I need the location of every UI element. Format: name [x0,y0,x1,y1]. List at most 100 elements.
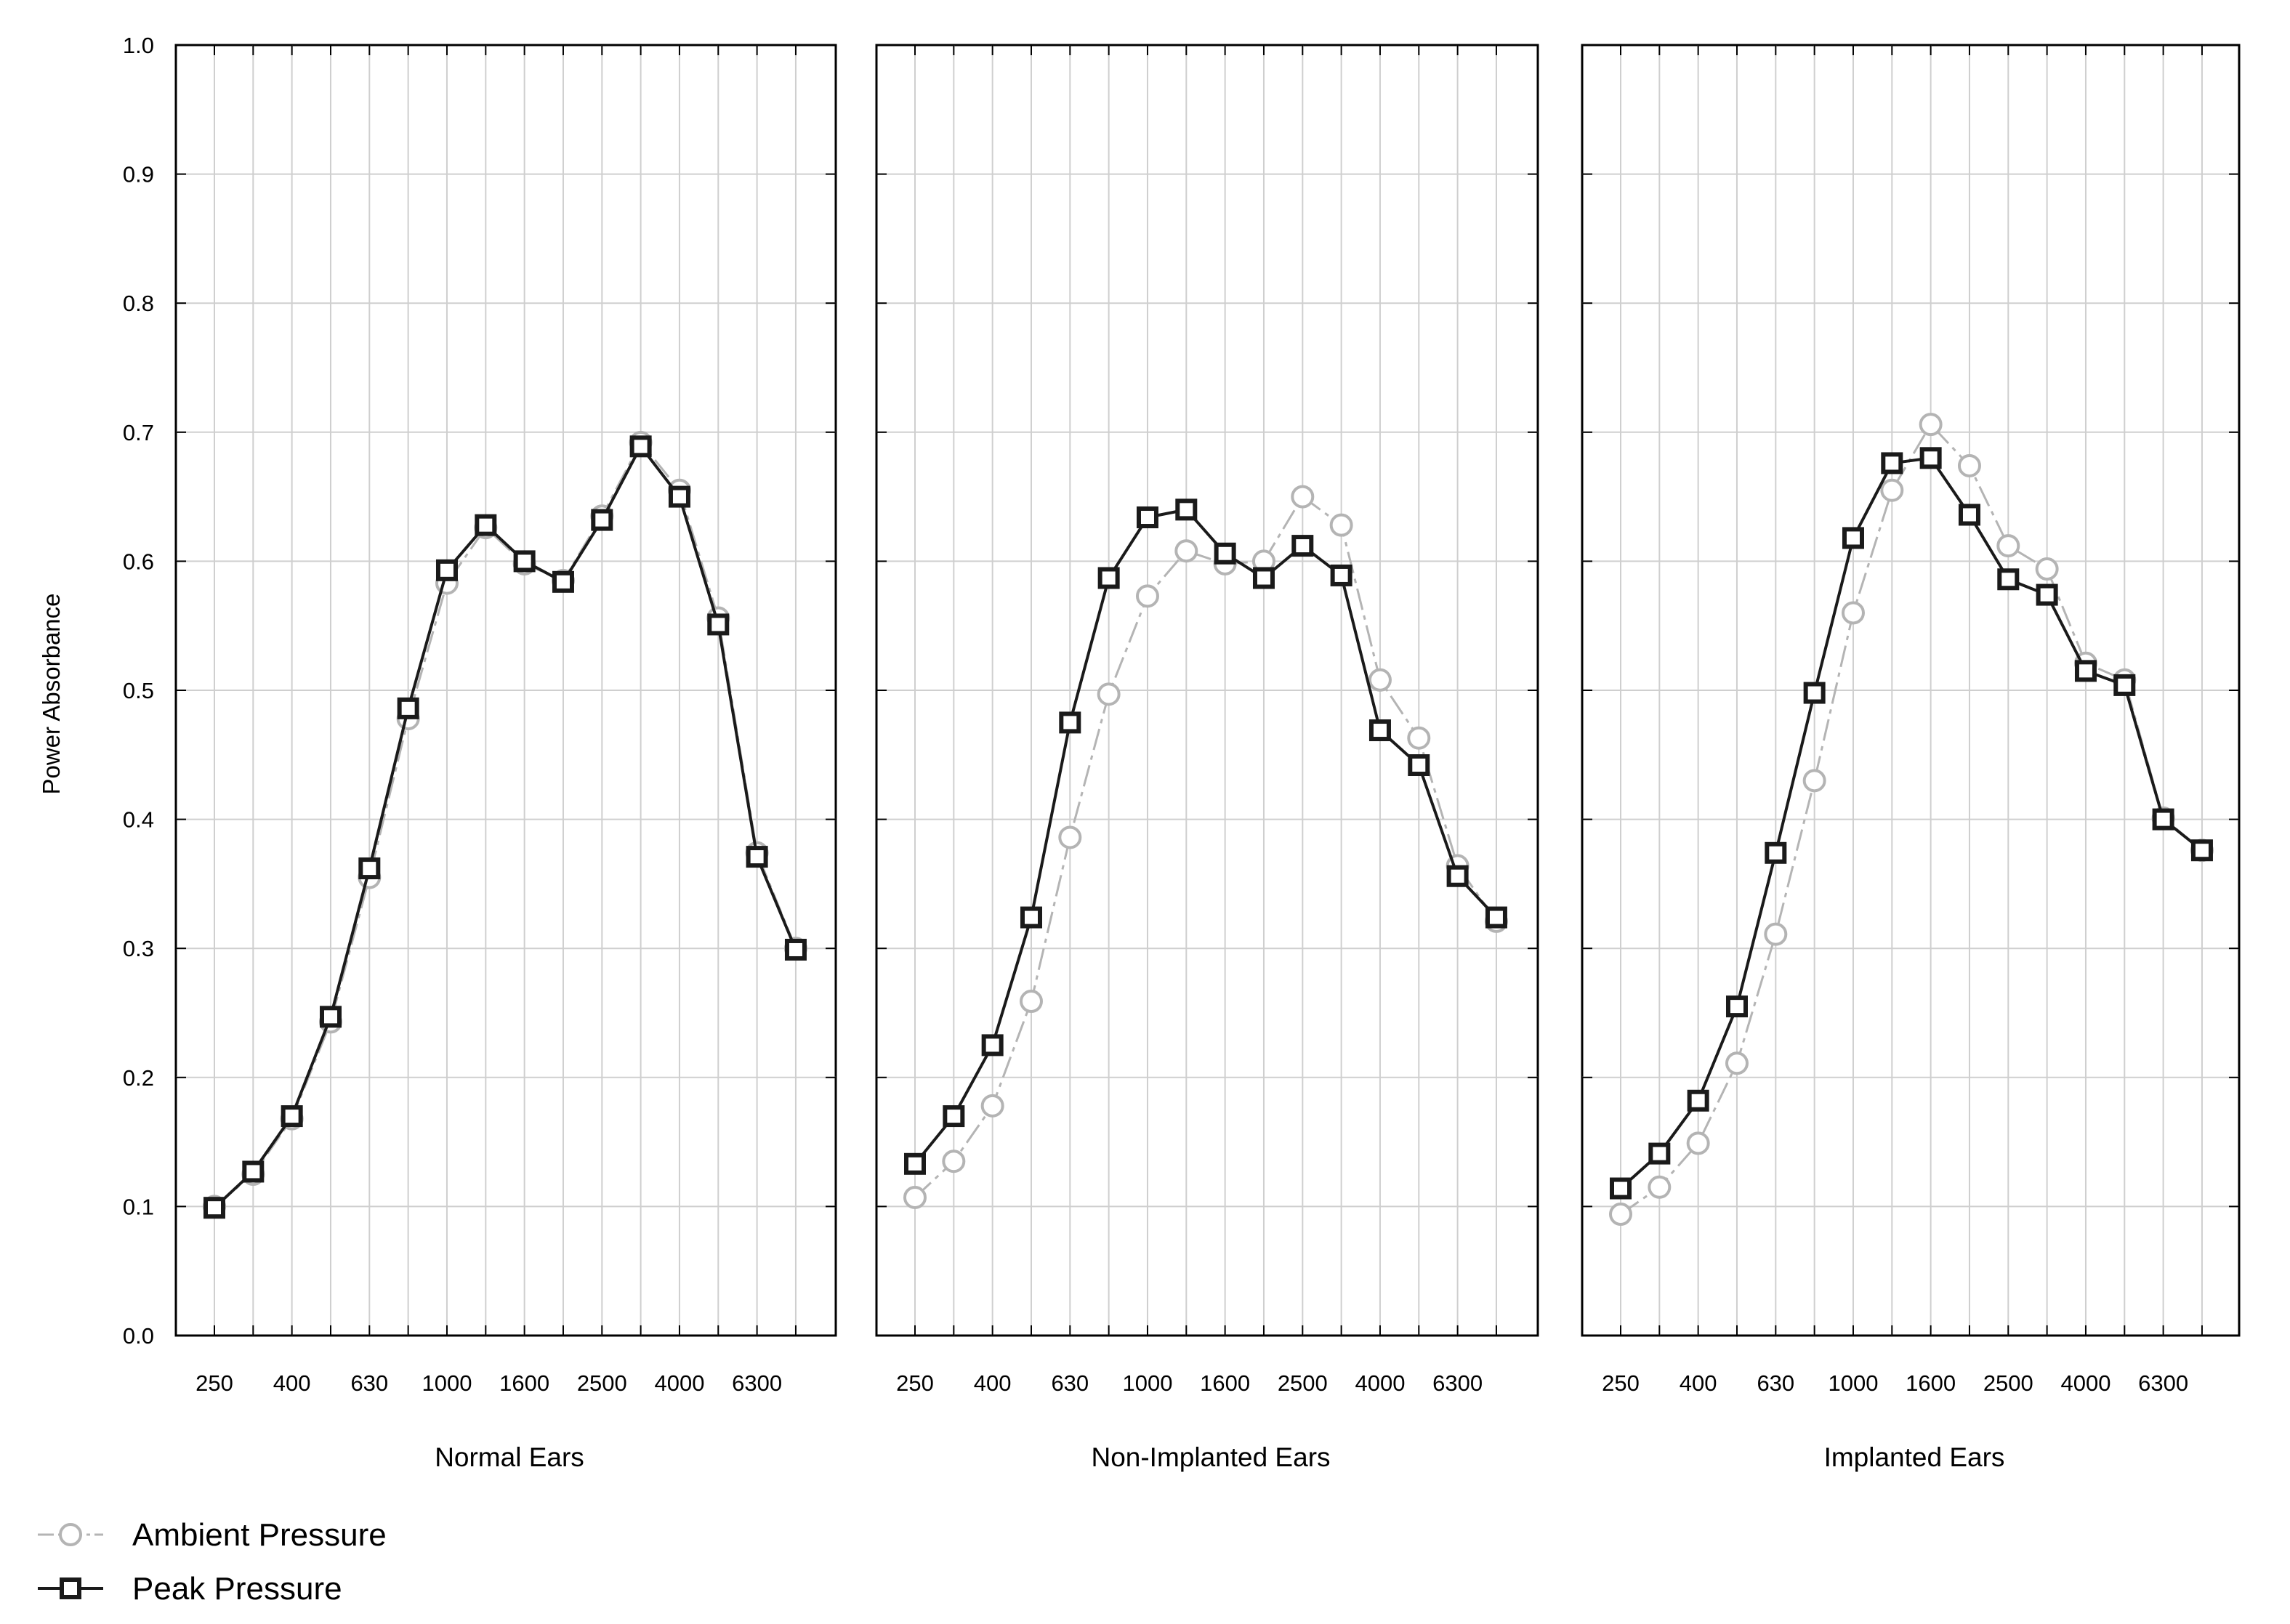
x-tick-label: 1600 [1200,1370,1250,1396]
ambient-pressure-point [1097,682,1121,706]
peak-pressure-point [943,1105,965,1128]
ambient-pressure-line [914,496,1498,1199]
x-tick-label: 2500 [577,1370,627,1396]
peak-pressure-point [1485,906,1507,929]
peak-pressure-point [1214,542,1236,565]
ambient-pressure-line [1620,423,2203,1216]
peak-pressure-point [1368,719,1391,742]
x-tick-label: 2500 [1278,1370,1328,1396]
ambient-pressure-point [1919,413,1943,437]
peak-pressure-point [904,1152,926,1175]
x-tick-label: 6300 [732,1370,782,1396]
y-axis-label: Power Absorbance [38,593,65,794]
ambient-pressure-point [2035,557,2059,581]
peak-pressure-point [1881,452,1903,474]
ambient-pressure-point [1368,668,1392,692]
peak-pressure-point [358,857,381,880]
y-tick-label: 0.7 [123,420,154,445]
y-tick-label: 0.8 [123,291,154,316]
legend-label: Peak Pressure [132,1571,342,1607]
ambient-pressure-point [1957,453,1981,477]
x-tick-label: 250 [195,1370,233,1396]
peak-pressure-point [1765,841,1787,864]
y-tick-label: 0.3 [123,936,154,961]
y-tick-label: 0.9 [123,162,154,187]
peak-pressure-line [914,508,1498,1166]
peak-pressure-point [1958,504,1980,526]
x-tick-label: 1000 [422,1370,472,1396]
x-tick-label: 2500 [1983,1370,2033,1396]
x-tick-label: 1600 [499,1370,549,1396]
peak-pressure-point [513,550,536,573]
ambient-pressure-point [1019,990,1043,1014]
ambient-pressure-point [1802,769,1826,793]
ambient-pressure-point [1135,584,1159,608]
x-tick-label: 630 [1051,1370,1089,1396]
x-axis-label: Implanted Ears [1824,1442,2005,1472]
peak-pressure-point [1059,711,1081,734]
peak-pressure-point [1252,567,1275,589]
x-tick-label: 630 [1757,1370,1794,1396]
chart-panel: 250 400 630 1000 1600 2500 4000 6300 Non-Implant… [875,44,1539,1472]
peak-pressure-point [1175,498,1198,521]
peak-pressure-point [475,514,497,536]
peak-pressure-point [552,570,574,593]
ambient-pressure-point [1291,485,1315,509]
y-tick-label: 0.2 [123,1065,154,1091]
x-tick-label: 400 [1680,1370,1717,1396]
peak-pressure-point [2113,674,2136,696]
peak-pressure-point [707,613,730,636]
peak-pressure-point [281,1105,303,1128]
peak-pressure-point [2190,839,2213,862]
y-tick-label: 1.0 [123,33,154,58]
y-tick-label: 0.4 [123,807,154,833]
legend-marker-square [60,1577,81,1599]
x-tick-label: 1000 [1122,1370,1172,1396]
peak-pressure-point [397,697,419,719]
peak-pressure-point [981,1034,1004,1057]
peak-pressure-point [1648,1142,1671,1165]
x-tick-label: 4000 [654,1370,704,1396]
ambient-pressure-point [1841,601,1865,625]
peak-pressure-point [1610,1177,1632,1200]
peak-pressure-point [1097,567,1120,589]
x-axis-label: Normal Ears [435,1442,584,1472]
peak-pressure-point [1919,447,1942,469]
chart-panel: 250 400 630 1000 1600 2500 4000 6300 Implanted E… [1581,44,2241,1472]
ambient-pressure-point [1329,513,1353,537]
y-tick-label: 0.5 [123,678,154,703]
peak-pressure-line [213,445,797,1209]
chart-panels: 0.0 0.1 0.2 0.3 0.4 0.5 0.6 0.7 0.8 0.9 1.0 250 400 6… [123,33,2241,1472]
ambient-pressure-point [980,1094,1004,1118]
x-axis-label: Non-Implanted Ears [1091,1442,1330,1472]
peak-pressure-point [784,938,807,961]
x-tick-label: 250 [1602,1370,1640,1396]
ambient-pressure-point [1996,534,2020,558]
chart-legend: Ambient Pressure Peak Pressure [38,1517,387,1607]
peak-pressure-point [1842,527,1864,549]
chart-panel: 0.0 0.1 0.2 0.3 0.4 0.5 0.6 0.7 0.8 0.9 1.0 250 400 6… [123,33,837,1472]
peak-pressure-point [1330,564,1352,586]
x-tick-label: 1000 [1828,1370,1878,1396]
peak-pressure-point [2074,660,2097,682]
ambient-pressure-point [1609,1203,1632,1227]
x-tick-label: 400 [974,1370,1012,1396]
legend-marker-circle [59,1523,82,1546]
peak-pressure-point [319,1006,342,1028]
peak-pressure-point [2152,808,2174,831]
x-tick-label: 630 [350,1370,388,1396]
ambient-pressure-point [1648,1175,1672,1199]
peak-pressure-point [1408,754,1430,777]
peak-pressure-point [1687,1089,1709,1112]
y-tick-label: 0.0 [123,1323,154,1349]
x-tick-label: 250 [896,1370,934,1396]
peak-pressure-point [1997,568,2020,591]
ambient-pressure-point [1764,922,1788,946]
y-tick-label: 0.1 [123,1194,154,1219]
peak-pressure-point [668,485,690,508]
peak-pressure-point [746,846,768,868]
peak-pressure-point [1020,906,1042,929]
x-tick-label: 4000 [2060,1370,2110,1396]
ambient-pressure-point [1725,1051,1749,1075]
